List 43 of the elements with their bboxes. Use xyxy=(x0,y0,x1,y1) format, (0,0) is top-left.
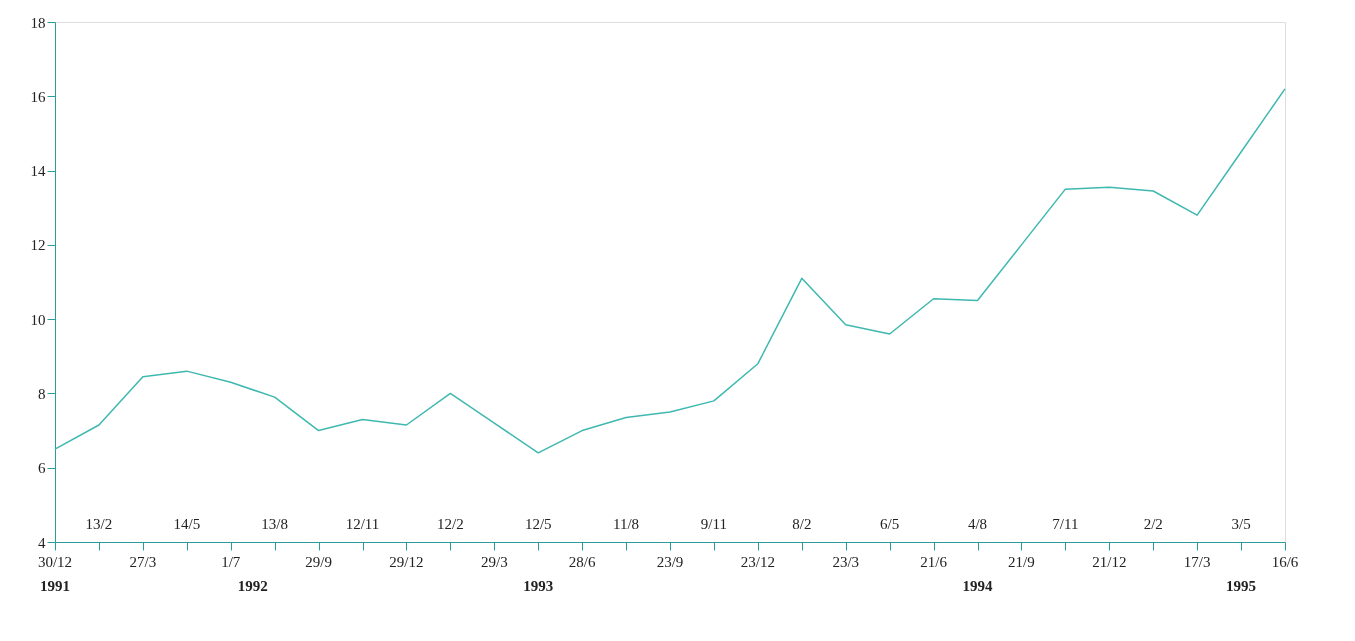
x-tick-label: 16/6 xyxy=(1271,554,1299,570)
x-tick-label: 23/12 xyxy=(740,554,775,570)
x-tick-label: 28/6 xyxy=(568,554,596,570)
x-tick-label: 11/8 xyxy=(613,516,640,532)
x-tick-label: 27/3 xyxy=(129,554,157,570)
x-tick-label: 1/7 xyxy=(221,554,241,570)
x-tick-label: 2/2 xyxy=(1143,516,1163,532)
x-tick-label: 13/8 xyxy=(261,516,288,532)
y-tick-label: 18 xyxy=(30,14,46,31)
x-tick-label: 29/3 xyxy=(480,554,508,570)
text: 1991 xyxy=(40,578,70,594)
x-tick-label: 9/11 xyxy=(700,516,727,532)
x-tick-label: 12/2 xyxy=(437,516,464,532)
x-tick-label: 4/8 xyxy=(967,516,988,532)
x-tick-label: 21/12 xyxy=(1092,554,1127,570)
line-series xyxy=(54,88,1286,454)
x-tick-label: 8/2 xyxy=(792,516,812,532)
y-tick-label: 16 xyxy=(30,88,46,105)
x-tick-label: 23/3 xyxy=(832,554,860,570)
x-tick-label: 7/11 xyxy=(1052,516,1079,532)
y-tick-label: 6 xyxy=(38,460,46,477)
text: 1994 xyxy=(962,578,993,594)
text: 1995 xyxy=(1226,578,1257,594)
text: 1993 xyxy=(523,578,554,594)
y-tick-label: 10 xyxy=(30,311,46,328)
x-tick-label: 21/6 xyxy=(920,554,948,570)
x-tick-label: 29/9 xyxy=(305,554,332,570)
x-tick-label: 14/5 xyxy=(173,516,201,532)
x-tick-label: 12/11 xyxy=(345,516,380,532)
x-tick-label: 13/2 xyxy=(85,516,113,532)
y-tick-label: 8 xyxy=(38,385,46,402)
x-tick-label: 21/9 xyxy=(1008,554,1035,570)
x-tick-label: 23/9 xyxy=(656,554,684,570)
text: 1992 xyxy=(237,578,268,594)
y-tick-label: 14 xyxy=(30,163,46,180)
x-tick-label: 6/5 xyxy=(880,516,900,532)
y-tick-label: 4 xyxy=(38,534,46,551)
x-tick-label: 17/3 xyxy=(1183,554,1211,570)
x-tick-label: 29/12 xyxy=(389,554,424,570)
x-tick-label: 12/5 xyxy=(524,516,552,532)
x-tick-label: 30/12 xyxy=(37,554,73,570)
y-tick-label: 12 xyxy=(30,237,46,254)
x-tick-label: 3/5 xyxy=(1231,516,1251,532)
